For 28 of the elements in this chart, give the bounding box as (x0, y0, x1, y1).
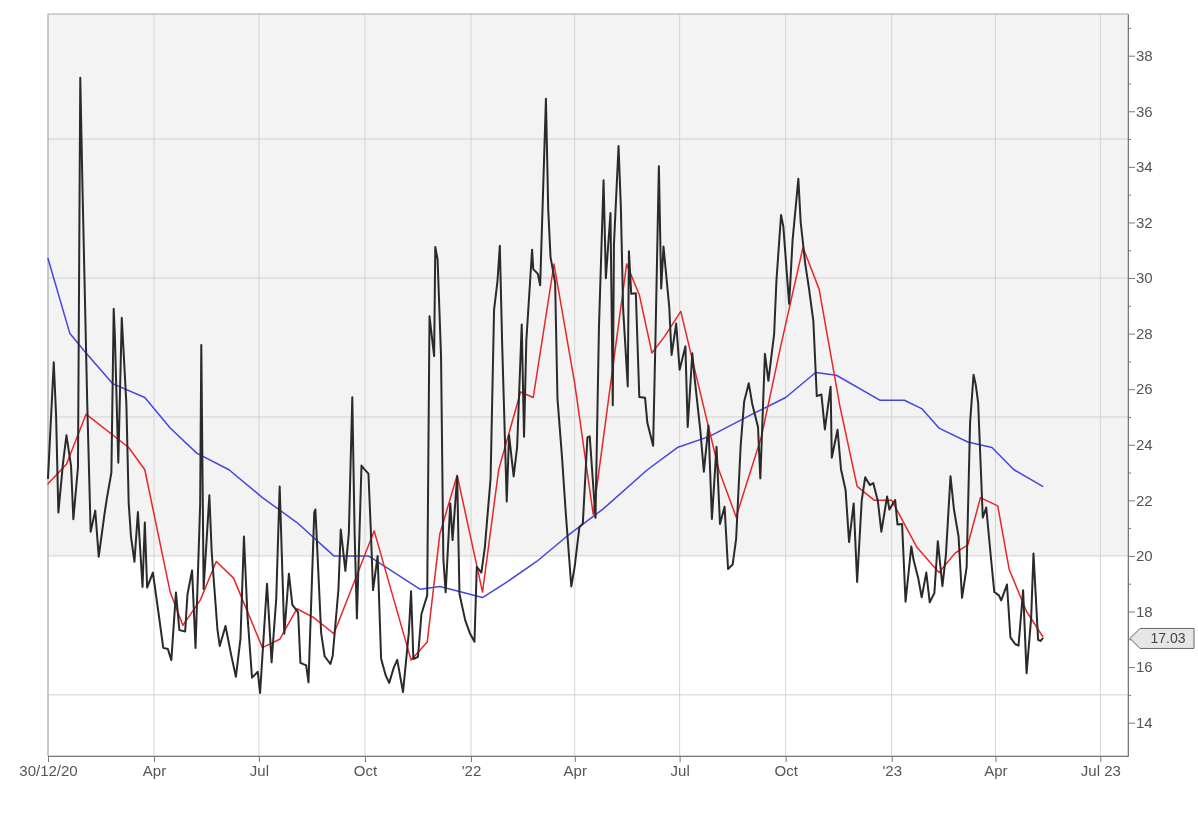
text: 17.03 (1150, 630, 1186, 647)
y-tick-label: 22 (1136, 491, 1153, 509)
x-tick-label: Apr (142, 761, 167, 779)
x-tick-label: Jul (249, 761, 270, 779)
y-tick-label: 16 (1136, 658, 1153, 676)
x-tick-label: '22 (461, 761, 482, 779)
line-series (47, 76, 1044, 694)
y-tick-label: 26 (1136, 380, 1153, 398)
y-tick-label: 24 (1136, 436, 1153, 454)
y-tick-label: 18 (1136, 602, 1153, 620)
y-tick-label: 36 (1136, 102, 1153, 120)
x-tick-label: Jul (670, 761, 690, 779)
y-tick-label: 32 (1136, 213, 1153, 231)
line-series (47, 257, 1044, 599)
x-tick-label: Apr (984, 761, 1008, 779)
y-tick-label: 14 (1136, 713, 1153, 731)
y-tick-label: 30 (1136, 269, 1153, 287)
line-series (47, 246, 1044, 661)
x-tick-label: Apr (563, 761, 587, 779)
x-tick-label: Jul 23 (1080, 761, 1121, 779)
x-tick-label: Oct (353, 761, 378, 779)
y-tick-label: 28 (1136, 324, 1153, 342)
x-tick-label: Oct (774, 761, 799, 779)
y-tick-label: 20 (1136, 547, 1153, 565)
x-tick-label: '23 (882, 761, 902, 779)
y-tick-label: 34 (1136, 158, 1153, 176)
y-tick-label: 38 (1136, 46, 1153, 64)
x-tick-label: 30/12/20 (19, 761, 78, 779)
